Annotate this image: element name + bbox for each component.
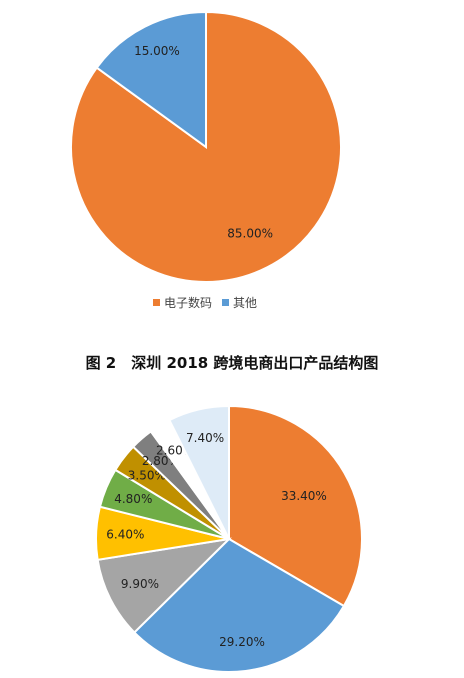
pie2-data-label-8: 7.40%: [186, 431, 224, 445]
pie2-slice-8: [168, 404, 230, 540]
pie2-data-label-3: 6.40%: [106, 527, 144, 541]
pie2-data-label-5: 3.50%: [128, 469, 166, 483]
pie1-slice-1: [95, 10, 207, 149]
pie2-slice-1: [132, 537, 346, 673]
pie1-data-label-1: 15.00%: [134, 44, 180, 58]
legend-chart-1: 电子数码 其他: [0, 294, 410, 311]
legend-swatch-other: [222, 299, 229, 306]
legend-label-electronics: 电子数码: [163, 296, 212, 310]
pie2-data-label-4: 4.80%: [114, 492, 152, 506]
pie1-data-label-0: 85.00%: [227, 227, 273, 241]
chart-title: 图 2 深圳 2018 跨境电商出口产品结构图: [85, 354, 379, 372]
pie2-slice-2: [96, 537, 232, 634]
pie2-slice-0: [228, 404, 363, 608]
pie2-data-label-1: 29.20%: [219, 635, 265, 649]
legend-item-electronics: 电子数码: [152, 294, 212, 311]
legend-item-other: 其他: [222, 294, 257, 311]
pie2-data-label-2: 9.90%: [121, 577, 159, 591]
legend-label-other: 其他: [233, 296, 258, 310]
pie-chart-2: 33.40%29.20%9.90%6.40%4.80%3.50%2.80%2.6…: [95, 404, 363, 673]
legend-swatch-electronics: [152, 299, 160, 306]
pie2-data-label-0: 33.40%: [281, 489, 327, 503]
pie-chart-1: 85.00% 15.00%: [70, 10, 342, 283]
